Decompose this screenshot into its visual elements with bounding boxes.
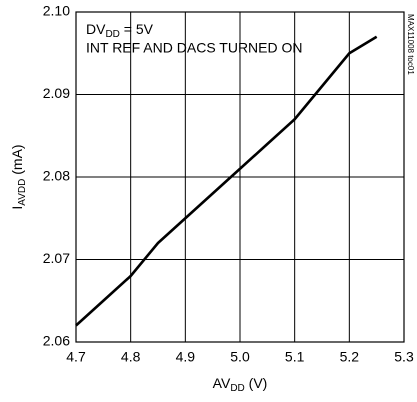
y-tick-label: 2.10 (43, 3, 70, 19)
x-axis-label: AVDD (V) (213, 375, 268, 394)
x-tick-label: 5.2 (340, 349, 360, 365)
y-tick-label: 2.06 (43, 333, 70, 349)
y-tick-label: 2.08 (43, 168, 70, 184)
annotation: INT REF AND DACS TURNED ON (86, 40, 303, 56)
side-note: MAX11008 toc01 (406, 14, 415, 75)
x-tick-label: 5.0 (230, 349, 250, 365)
x-tick-label: 4.8 (121, 349, 141, 365)
y-tick-label: 2.07 (43, 250, 70, 266)
x-tick-label: 4.7 (66, 349, 86, 365)
y-tick-label: 2.09 (43, 85, 70, 101)
plot-frame (75, 11, 405, 343)
data-line (75, 35, 378, 327)
x-tick-label: 5.1 (285, 349, 305, 365)
x-tick-label: 4.9 (176, 349, 196, 365)
x-tick-label: 5.3 (394, 349, 414, 365)
y-axis-label: IAVDD (mA) (9, 144, 28, 209)
annotation: DVDD = 5V (86, 21, 154, 40)
